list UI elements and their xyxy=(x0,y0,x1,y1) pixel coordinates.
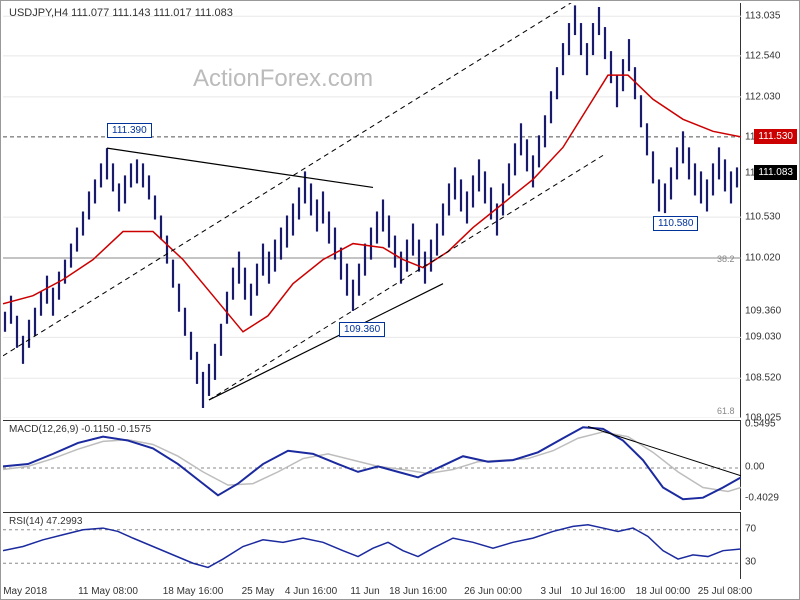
x-tick-label: 18 Jul 00:00 xyxy=(636,586,691,597)
x-tick-label: 4 Jun 16:00 xyxy=(285,586,337,597)
x-tick-label: 18 Jun 16:00 xyxy=(389,586,447,597)
fib-label: 61.8 xyxy=(717,406,735,416)
rsi-svg xyxy=(3,513,741,580)
macd-axis-labels: -0.4029 0.00 0.5495 xyxy=(741,420,799,510)
main-chart-svg xyxy=(3,3,741,418)
y-tick-label: 110.530 xyxy=(745,212,780,223)
x-tick-label: 11 May 08:00 xyxy=(78,586,138,597)
macd-y-tick: 0.00 xyxy=(745,461,764,472)
macd-title: MACD(12,26,9) -0.1150 -0.1575 xyxy=(9,424,151,435)
rsi-axis-labels: 30 70 xyxy=(741,512,799,579)
x-tick-label: 18 May 16:00 xyxy=(163,586,224,597)
x-tick-label: 26 Jun 00:00 xyxy=(464,586,522,597)
main-price-chart: USDJPY,H4 111.077 111.143 111.017 111.08… xyxy=(3,3,741,418)
x-tick-label: 3 May 2018 xyxy=(0,586,47,597)
rsi-y-tick: 30 xyxy=(745,557,756,568)
rsi-title: RSI(14) 47.2993 xyxy=(9,516,82,527)
macd-y-tick: 0.5495 xyxy=(745,418,776,429)
y-tick-label: 109.360 xyxy=(745,305,781,316)
fib-label: 38.2 xyxy=(717,254,735,264)
y-tick-label: 113.035 xyxy=(745,11,780,22)
rsi-y-tick: 70 xyxy=(745,523,756,534)
x-tick-label: 25 May xyxy=(242,586,275,597)
x-tick-label: 11 Jun xyxy=(350,586,379,597)
ma-current-price: 111.530 xyxy=(754,129,797,144)
price-annotation: 110.580 xyxy=(653,216,698,231)
y-tick-label: 109.030 xyxy=(745,332,781,343)
time-axis-labels: 3 May 2018 11 May 08:00 18 May 16:00 25 May… xyxy=(3,579,741,597)
price-annotation: 109.360 xyxy=(339,322,385,337)
y-tick-label: 112.540 xyxy=(745,50,780,61)
x-tick-label: 10 Jul 16:00 xyxy=(571,586,626,597)
x-tick-label: 3 Jul xyxy=(540,586,561,597)
current-price: 111.083 xyxy=(754,165,797,180)
price-annotation: 111.390 xyxy=(107,123,152,138)
x-tick-label: 25 Jul 08:00 xyxy=(698,586,753,597)
y-tick-label: 108.520 xyxy=(745,373,781,384)
forex-chart-container: USDJPY,H4 111.077 111.143 111.017 111.08… xyxy=(0,0,800,600)
macd-y-tick: -0.4029 xyxy=(745,493,779,504)
rsi-panel: RSI(14) 47.2993 xyxy=(3,512,741,579)
y-tick-label: 110.020 xyxy=(745,253,780,264)
macd-panel: MACD(12,26,9) -0.1150 -0.1575 xyxy=(3,420,741,510)
price-axis-labels: 108.025108.520109.030109.360110.020110.5… xyxy=(741,3,799,418)
y-tick-label: 112.030 xyxy=(745,91,780,102)
chart-title: USDJPY,H4 111.077 111.143 111.017 111.08… xyxy=(9,7,233,19)
